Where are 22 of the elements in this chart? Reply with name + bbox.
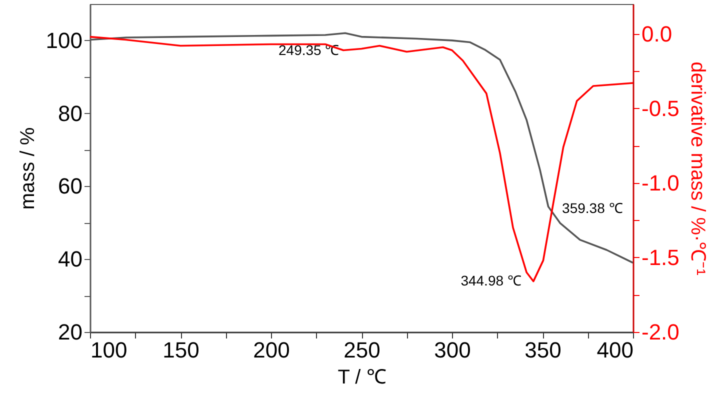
y2-tick-label: 0.0 <box>642 21 672 46</box>
y2-tick-label: -0.5 <box>642 96 680 121</box>
x-tick-label: 300 <box>434 338 471 362</box>
y2-axis-title: derivative mass / %·℃⁻¹ <box>686 62 708 276</box>
y-tick-label: 20 <box>58 320 82 344</box>
x-tick-label: 400 <box>596 338 634 362</box>
y-axis-title: mass / % <box>16 127 39 210</box>
y2-tick-label: -1.5 <box>642 244 680 270</box>
y-tick-label: 40 <box>58 246 82 272</box>
x-tick-label: 200 <box>253 338 290 362</box>
y-tick-label: 100 <box>46 28 82 53</box>
y2-tick-label: -1.0 <box>642 170 680 196</box>
x-tick-label: 100 <box>90 338 128 362</box>
y-tick-label: 80 <box>58 100 82 126</box>
x-axis-title: T / ℃ <box>338 366 386 388</box>
annotation: 359.38 ℃ <box>562 200 623 216</box>
x-tick-label: 250 <box>344 338 380 362</box>
y2-tick-label: -2.0 <box>642 320 680 344</box>
y-tick-label: 60 <box>58 174 82 199</box>
x-tick-label: 350 <box>524 338 562 362</box>
annotation: 344.98 ℃ <box>460 272 522 289</box>
x-tick-label: 150 <box>162 338 200 362</box>
